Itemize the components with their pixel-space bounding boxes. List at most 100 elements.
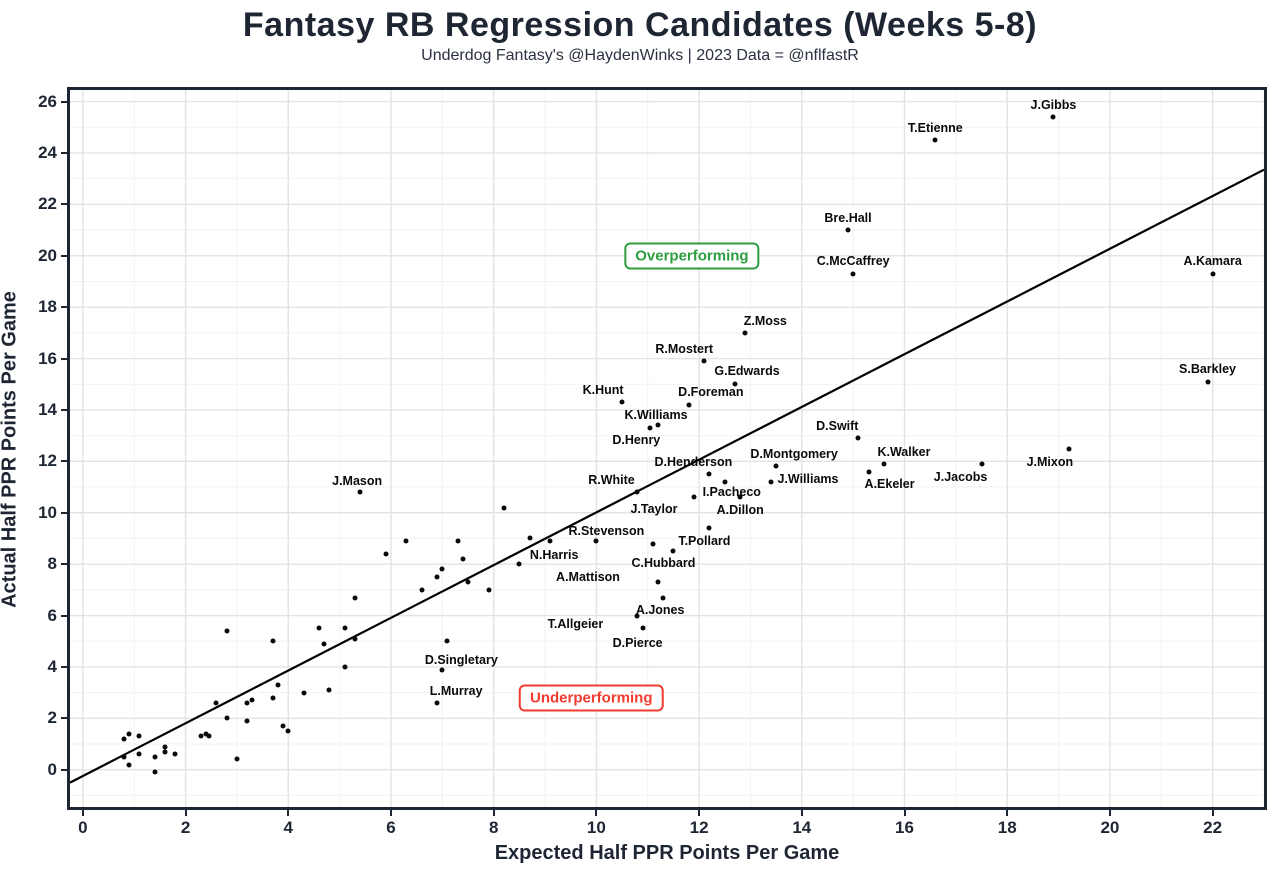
point-label: K.Walker	[877, 444, 931, 459]
data-point	[301, 690, 307, 696]
y-axis-title: Actual Half PPR Points Per Game	[0, 291, 21, 608]
chart-subtitle: Underdog Fantasy's @HaydenWinks | 2023 D…	[421, 47, 859, 64]
data-point-g-edwards	[732, 381, 738, 387]
data-point	[434, 574, 440, 580]
x-tick-mark	[698, 810, 701, 816]
x-tick-label: 0	[78, 818, 88, 837]
point-label: K.Williams	[624, 408, 688, 423]
point-label: A.Ekeler	[864, 476, 915, 491]
point-label: T.Pollard	[678, 534, 731, 549]
y-tick-mark	[61, 665, 67, 668]
x-tick-label: 16	[895, 818, 914, 837]
data-point-a-kamara	[1210, 271, 1216, 277]
data-point-t-allgeier	[634, 613, 640, 619]
point-label: R.White	[588, 473, 635, 488]
point-label: A.Jones	[635, 602, 685, 617]
data-point	[234, 756, 240, 762]
point-label: Bre.Hall	[824, 211, 872, 226]
data-point	[527, 535, 533, 541]
y-tick-label: 8	[47, 554, 57, 574]
point-label: D.Swift	[816, 419, 859, 434]
data-point-d-montgomery	[773, 463, 779, 469]
point-label: D.Pierce	[612, 636, 663, 651]
data-point	[439, 566, 445, 572]
data-point-j-taylor	[691, 494, 697, 500]
point-label: N.Harris	[529, 548, 579, 563]
data-point	[455, 538, 461, 544]
data-point	[465, 579, 471, 585]
point-label: T.Etienne	[907, 121, 963, 136]
y-tick-mark	[61, 563, 67, 566]
x-tick-label: 18	[997, 818, 1017, 837]
data-point-a-mattison	[655, 579, 661, 585]
point-label: T.Allgeier	[547, 616, 604, 631]
data-point	[342, 625, 348, 631]
data-point	[321, 641, 327, 647]
data-point	[126, 762, 132, 768]
point-label: G.Edwards	[714, 364, 780, 379]
data-point	[342, 664, 348, 670]
data-point	[460, 556, 466, 562]
x-tick-mark	[81, 810, 84, 816]
data-point	[285, 728, 291, 734]
x-tick-label: 12	[689, 818, 709, 837]
y-tick-mark	[61, 460, 67, 463]
data-point	[162, 749, 168, 755]
point-label: I.Pacheco	[702, 484, 761, 499]
data-point	[126, 731, 132, 737]
data-point-bre-hall	[845, 227, 851, 233]
data-point	[224, 715, 230, 721]
data-point	[121, 754, 127, 760]
data-point-d-pierce	[640, 625, 646, 631]
y-tick-label: 22	[38, 194, 57, 214]
data-point	[244, 718, 250, 724]
plot-area: J.Gibbs T.Etienne Bre.Hall C.McCaffrey A.Kam…	[67, 87, 1267, 810]
data-point-c-mccaffrey	[850, 271, 856, 277]
data-point-d-singletary	[439, 667, 445, 672]
data-point-j-mixon	[1066, 446, 1072, 451]
data-point	[198, 733, 204, 739]
data-point	[352, 636, 358, 642]
y-tick-mark	[61, 768, 67, 771]
point-label: J.Gibbs	[1030, 97, 1077, 112]
gridlines-and-trendline	[70, 90, 1264, 807]
point-label: R.Mostert	[655, 342, 714, 357]
x-tick-label: 22	[1203, 818, 1223, 837]
x-tick-mark	[595, 810, 598, 816]
x-tick-label: 4	[283, 818, 293, 837]
point-label: K.Hunt	[582, 383, 624, 398]
data-point	[152, 754, 158, 760]
x-tick-mark	[492, 810, 495, 816]
data-point	[501, 505, 507, 511]
data-point-d-foreman	[686, 402, 692, 408]
data-point	[316, 625, 322, 631]
point-label: J.Mason	[332, 474, 383, 489]
point-label: J.Taylor	[630, 502, 678, 517]
point-label: D.Singletary	[424, 652, 498, 667]
data-point-d-swift	[855, 435, 861, 441]
data-point	[152, 769, 158, 775]
x-axis-title: Expected Half PPR Points Per Game	[494, 842, 840, 864]
data-point-j-jacobs	[979, 461, 985, 467]
data-point	[203, 731, 209, 737]
data-point	[275, 682, 281, 688]
y-tick-mark	[61, 357, 67, 360]
y-tick-mark	[61, 306, 67, 309]
y-tick-label: 6	[47, 605, 57, 625]
data-point	[352, 595, 358, 601]
y-tick-label: 18	[38, 297, 57, 317]
y-tick-mark	[61, 203, 67, 206]
data-point	[516, 561, 522, 567]
y-tick-label: 10	[38, 502, 57, 522]
data-point-i-pacheco	[722, 479, 728, 485]
data-point-n-harris	[547, 538, 553, 544]
data-point	[136, 751, 142, 757]
x-tick-mark	[389, 810, 392, 816]
y-tick-label: 0	[47, 759, 57, 779]
data-point-k-williams	[655, 422, 661, 428]
y-tick-mark	[61, 408, 67, 411]
data-point-k-walker	[881, 461, 887, 467]
data-point	[403, 538, 409, 544]
data-point	[270, 695, 276, 701]
data-point-z-moss	[742, 330, 748, 336]
